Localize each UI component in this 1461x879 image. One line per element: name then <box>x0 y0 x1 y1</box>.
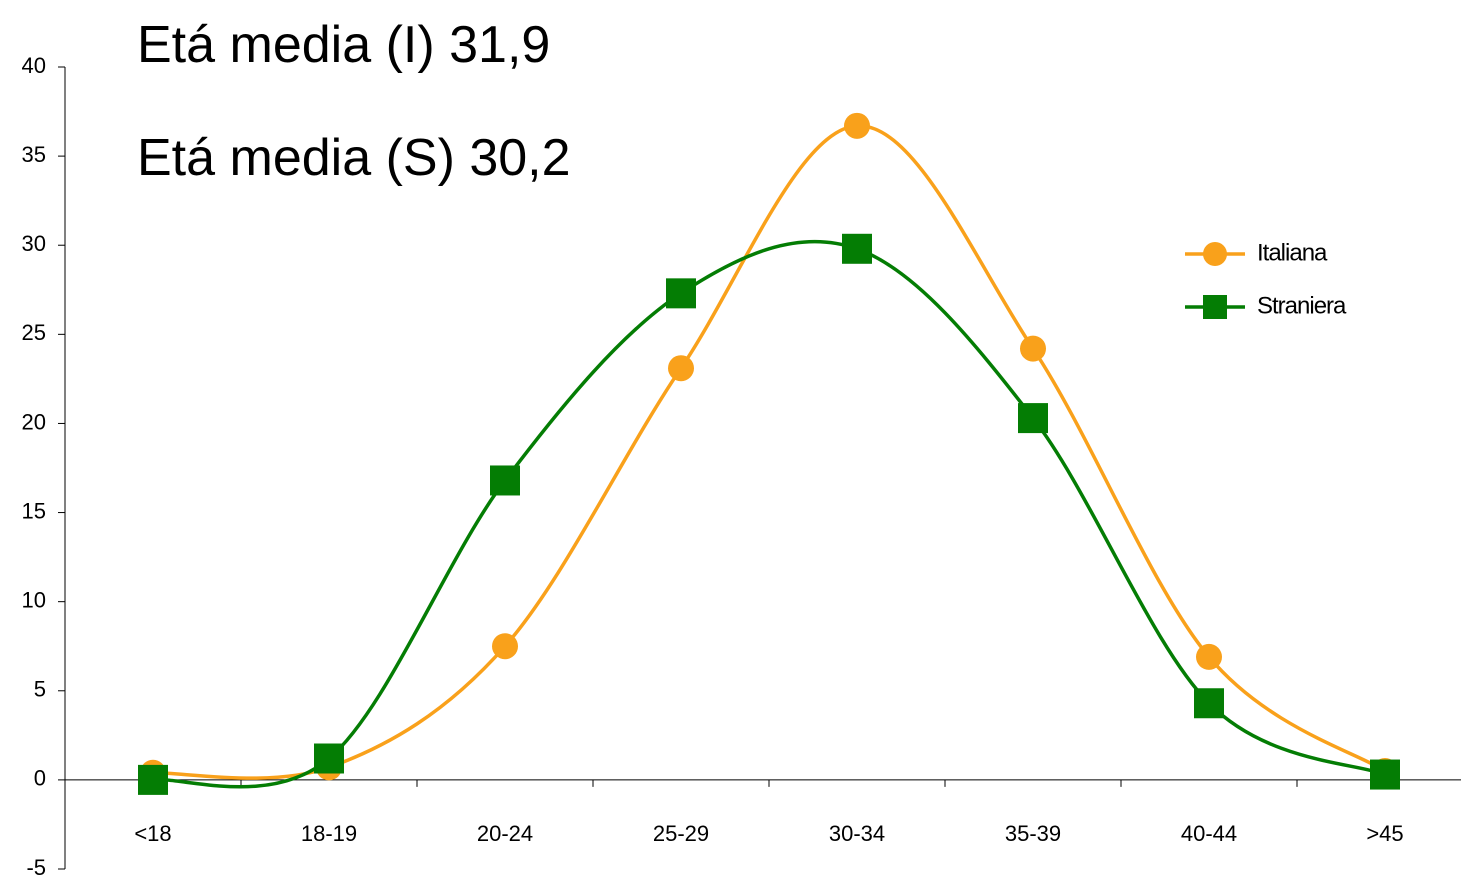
x-tick-label: <18 <box>134 821 171 846</box>
x-tick-label: >45 <box>1366 821 1403 846</box>
x-tick-label: 35-39 <box>1005 821 1061 846</box>
data-point <box>490 465 520 496</box>
data-point <box>1196 643 1222 670</box>
data-point <box>1018 403 1048 434</box>
series-line <box>152 239 1386 789</box>
y-tick-label: 35 <box>22 142 46 167</box>
y-tick-label: 40 <box>22 53 46 78</box>
data-point <box>668 355 694 382</box>
data-point <box>666 278 696 309</box>
x-tick-label: 20-24 <box>477 821 533 846</box>
y-tick-label: 0 <box>34 766 46 791</box>
data-point <box>1194 688 1224 719</box>
y-tick-label: 15 <box>22 498 46 523</box>
annotation: Etá media (S) 30,2 <box>137 129 571 187</box>
y-tick-label: 25 <box>22 320 46 345</box>
y-tick-label: -5 <box>26 855 46 879</box>
data-point <box>492 633 518 660</box>
data-point <box>138 764 168 795</box>
y-tick-label: 5 <box>34 677 46 702</box>
data-point <box>842 233 872 264</box>
data-point <box>844 112 870 139</box>
data-point <box>1370 759 1400 790</box>
series-line <box>152 124 1386 780</box>
data-point <box>1020 335 1046 362</box>
y-tick-label: 30 <box>22 231 46 256</box>
legend-marker <box>1203 242 1227 266</box>
y-tick-label: 20 <box>22 409 46 434</box>
annotation: Etá media (I) 31,9 <box>137 16 550 74</box>
x-tick-label: 30-34 <box>829 821 885 846</box>
legend-label: Italiana <box>1257 239 1328 266</box>
data-point <box>314 743 344 774</box>
legend-marker <box>1203 295 1227 319</box>
x-tick-label: 40-44 <box>1181 821 1237 846</box>
legend-label: Straniera <box>1257 292 1347 319</box>
x-tick-label: 18-19 <box>301 821 357 846</box>
x-tick-label: 25-29 <box>653 821 709 846</box>
y-tick-label: 10 <box>22 587 46 612</box>
